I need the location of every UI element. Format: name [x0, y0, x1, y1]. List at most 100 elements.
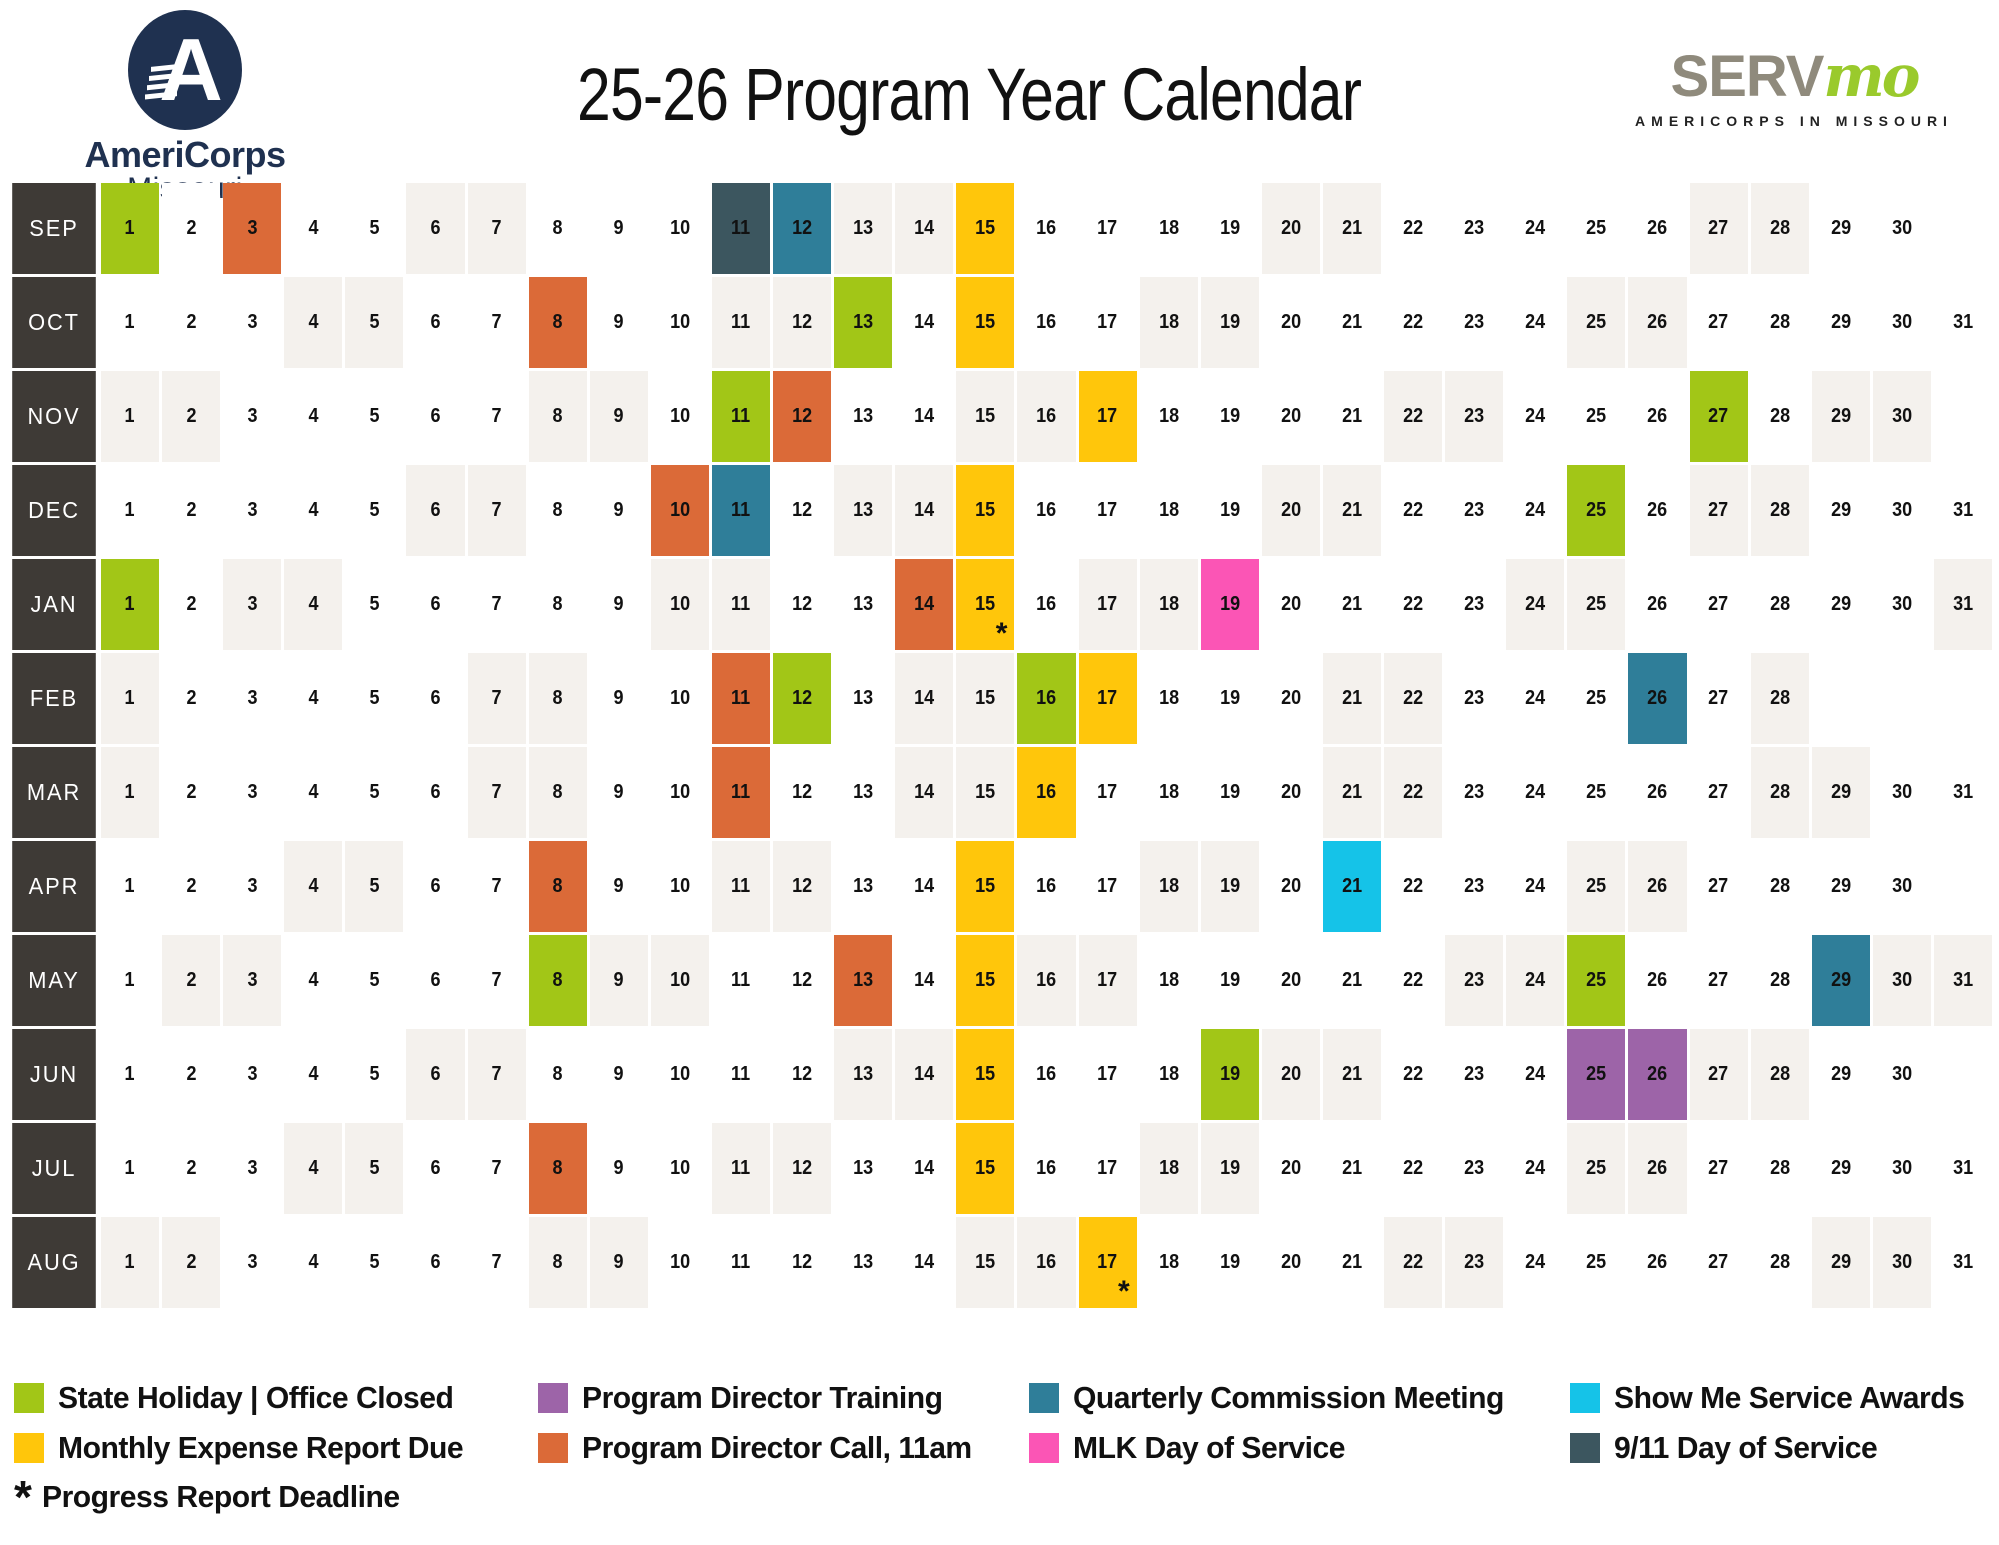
day-number: 31 — [1952, 969, 1973, 991]
day-number: 15 — [975, 969, 996, 991]
day-number: 18 — [1158, 217, 1179, 239]
day-cell-apr-25: 25 — [1567, 841, 1626, 932]
day-number: 28 — [1769, 875, 1790, 897]
day-number: 31 — [1952, 499, 1973, 521]
day-number: 30 — [1891, 405, 1912, 427]
day-cell-apr-6: 6 — [406, 841, 465, 932]
day-cell-aug-13: 13 — [834, 1217, 893, 1308]
day-cell-aug-26: 26 — [1628, 1217, 1687, 1308]
day-number: 17 — [1097, 875, 1118, 897]
day-number: 26 — [1647, 311, 1668, 333]
day-number: 30 — [1891, 1063, 1912, 1085]
day-cell-may-27: 27 — [1689, 935, 1748, 1026]
day-number: 4 — [308, 405, 319, 427]
day-cell-may-13: 13 — [834, 935, 893, 1026]
day-cell-dec-7: 7 — [467, 465, 526, 556]
day-number: 26 — [1647, 969, 1668, 991]
day-cell-feb-28: 28 — [1750, 653, 1809, 744]
day-number: 24 — [1525, 405, 1546, 427]
day-cell-feb-16: 16 — [1017, 653, 1076, 744]
day-number: 2 — [186, 1157, 197, 1179]
day-number: 25 — [1586, 969, 1607, 991]
day-cell-mar-27: 27 — [1689, 747, 1748, 838]
day-number: 13 — [853, 1157, 874, 1179]
day-number: 2 — [186, 593, 197, 615]
day-cell-jul-2: 2 — [162, 1123, 221, 1214]
day-cell-nov-9: 9 — [589, 371, 648, 462]
day-cell-jun-25: 25 — [1567, 1029, 1626, 1120]
americorps-logo: A AmeriCorps Missouri — [60, 8, 310, 206]
day-cell-sep-26: 26 — [1628, 183, 1687, 274]
day-cell-feb-9: 9 — [589, 653, 648, 744]
day-cell-nov-26: 26 — [1628, 371, 1687, 462]
day-cell-feb-1: 1 — [101, 653, 160, 744]
day-number: 29 — [1830, 1157, 1851, 1179]
day-number: 5 — [369, 781, 380, 803]
day-number: 14 — [914, 781, 935, 803]
day-number: 23 — [1464, 1063, 1485, 1085]
day-cell-oct-23: 23 — [1445, 277, 1504, 368]
day-number: 31 — [1952, 1157, 1973, 1179]
day-number: 5 — [369, 1251, 380, 1273]
day-cell-oct-29: 29 — [1811, 277, 1870, 368]
day-number: 4 — [308, 1157, 319, 1179]
day-cell-empty — [1933, 183, 1992, 274]
day-cell-may-18: 18 — [1139, 935, 1198, 1026]
day-cell-mar-15: 15 — [956, 747, 1015, 838]
day-cell-jun-20: 20 — [1261, 1029, 1320, 1120]
day-number: 14 — [914, 1251, 935, 1273]
day-number: 25 — [1586, 1063, 1607, 1085]
day-number: 7 — [491, 1251, 502, 1273]
day-cell-jul-26: 26 — [1628, 1123, 1687, 1214]
day-cell-may-15: 15 — [956, 935, 1015, 1026]
day-cell-sep-30: 30 — [1872, 183, 1931, 274]
day-cell-mar-29: 29 — [1811, 747, 1870, 838]
day-number: 26 — [1647, 405, 1668, 427]
day-number: 7 — [491, 217, 502, 239]
day-cell-jan-11: 11 — [711, 559, 771, 650]
day-cell-aug-16: 16 — [1017, 1217, 1076, 1308]
legend-swatch-commission — [1029, 1383, 1059, 1413]
day-number: 31 — [1952, 1251, 1973, 1273]
day-number: 2 — [186, 217, 197, 239]
day-number: 1 — [125, 217, 136, 239]
day-cell-may-31: 31 — [1933, 935, 1992, 1026]
day-cell-jul-18: 18 — [1139, 1123, 1198, 1214]
day-number: 27 — [1708, 217, 1729, 239]
day-number: 24 — [1525, 1251, 1546, 1273]
day-cell-mar-11: 11 — [711, 747, 771, 838]
day-cell-jun-30: 30 — [1872, 1029, 1931, 1120]
day-cell-may-17: 17 — [1078, 935, 1137, 1026]
day-number: 5 — [369, 1157, 380, 1179]
day-cell-nov-23: 23 — [1445, 371, 1504, 462]
day-cell-dec-10: 10 — [650, 465, 709, 556]
day-cell-nov-18: 18 — [1139, 371, 1198, 462]
day-cell-dec-28: 28 — [1750, 465, 1809, 556]
day-cell-sep-19: 19 — [1200, 183, 1259, 274]
day-number: 12 — [792, 875, 813, 897]
day-number: 24 — [1525, 217, 1546, 239]
day-number: 5 — [369, 217, 380, 239]
day-cell-may-2: 2 — [162, 935, 221, 1026]
day-cell-dec-30: 30 — [1872, 465, 1931, 556]
day-cell-aug-15: 15 — [956, 1217, 1015, 1308]
day-number: 2 — [186, 969, 197, 991]
day-number: 28 — [1769, 781, 1790, 803]
day-cell-feb-21: 21 — [1322, 653, 1382, 744]
day-number: 7 — [491, 405, 502, 427]
day-cell-dec-17: 17 — [1078, 465, 1137, 556]
day-cell-jan-5: 5 — [345, 559, 404, 650]
day-cell-jan-22: 22 — [1384, 559, 1443, 650]
day-number: 8 — [552, 499, 563, 521]
day-cell-jul-19: 19 — [1200, 1123, 1259, 1214]
day-number: 9 — [613, 1157, 624, 1179]
day-number: 9 — [613, 781, 624, 803]
day-cell-dec-4: 4 — [284, 465, 343, 556]
day-cell-apr-19: 19 — [1200, 841, 1259, 932]
day-number: 31 — [1952, 593, 1973, 615]
day-number: 26 — [1647, 217, 1668, 239]
day-number: 28 — [1769, 687, 1790, 709]
day-number: 20 — [1280, 217, 1301, 239]
day-cell-may-21: 21 — [1322, 935, 1382, 1026]
day-number: 23 — [1464, 311, 1485, 333]
